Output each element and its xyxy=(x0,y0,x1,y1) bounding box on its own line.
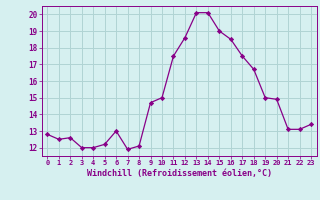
X-axis label: Windchill (Refroidissement éolien,°C): Windchill (Refroidissement éolien,°C) xyxy=(87,169,272,178)
